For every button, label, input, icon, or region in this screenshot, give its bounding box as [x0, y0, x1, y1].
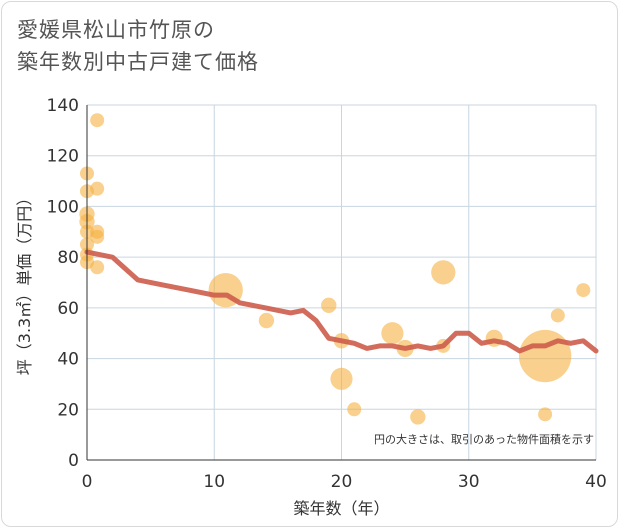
bubble-point: [90, 113, 105, 128]
bubble-point: [431, 260, 456, 285]
bubble-point: [381, 322, 404, 345]
bubble-point: [330, 367, 353, 390]
bubble-point: [538, 407, 553, 422]
bubble-point: [90, 260, 105, 275]
grid-lines: [87, 104, 597, 460]
y-axis-label: 坪（3.3㎡）単価（万円）: [15, 190, 34, 375]
bubble-point: [90, 229, 105, 244]
bubble-point: [550, 308, 565, 323]
bubble-point: [518, 329, 572, 383]
y-tick-label: 0: [68, 451, 79, 471]
y-tick-label: 80: [57, 248, 79, 268]
x-tick-label: 40: [585, 472, 607, 492]
trend-line: [84, 249, 599, 354]
bubble-point: [258, 312, 275, 329]
x-tick-label: 30: [458, 472, 480, 492]
y-tick-label: 100: [47, 197, 79, 217]
tick-labels: 0 20 40 60 80 100 120 140 0 10 20 30 40: [47, 96, 607, 492]
y-tick-label: 20: [57, 400, 79, 420]
chart-title-line2: 築年数別中古戸建て価格: [17, 50, 259, 74]
bubble-point: [90, 181, 105, 196]
y-tick-label: 120: [47, 147, 79, 167]
x-tick-label: 10: [203, 472, 225, 492]
chart-title-line1: 愛媛県松山市竹原の: [17, 18, 215, 42]
chart-title: 愛媛県松山市竹原の 築年数別中古戸建て価格: [17, 14, 259, 78]
x-tick-label: 20: [331, 472, 353, 492]
trend-line-series: [84, 249, 599, 354]
axes: [86, 105, 596, 461]
y-tick-label: 60: [57, 299, 79, 319]
bubble-point: [347, 402, 362, 417]
bubble-series: [79, 113, 591, 425]
y-tick-label: 140: [47, 96, 79, 116]
bubble-point: [410, 409, 426, 425]
bubble-point: [576, 283, 591, 298]
bubble-point: [321, 297, 337, 313]
size-legend-note: 円の大きさは、取引のあった物件面積を示す: [374, 432, 594, 446]
x-tick-label: 0: [82, 472, 93, 492]
x-axis-label: 築年数（年）: [293, 499, 389, 518]
y-tick-label: 40: [57, 350, 79, 370]
